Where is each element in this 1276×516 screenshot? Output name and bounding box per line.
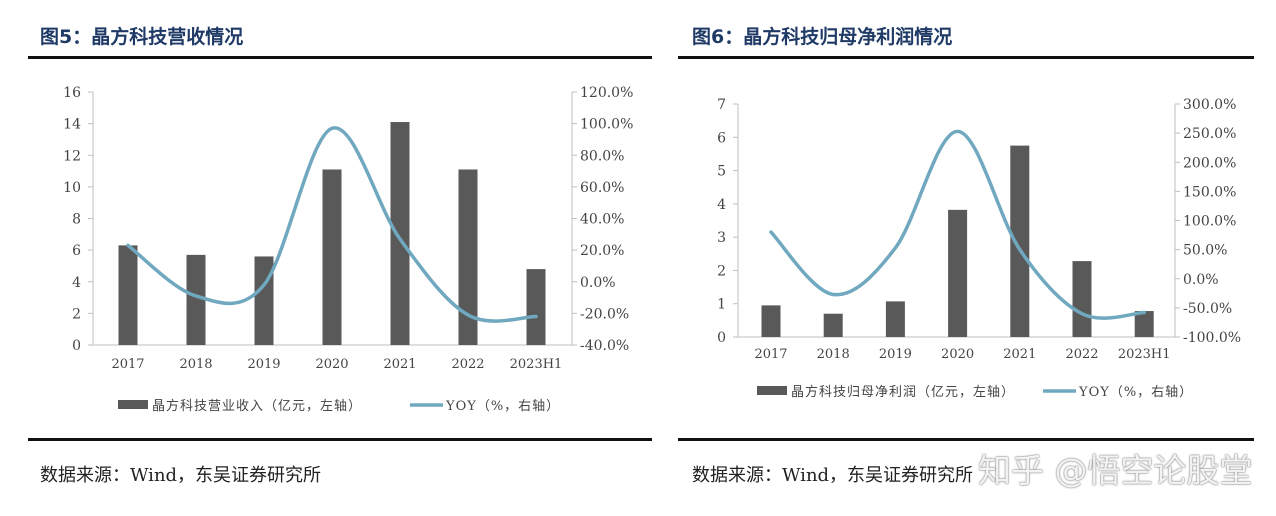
chart-2-legend-line-label: YOY（%，右轴）	[1078, 385, 1193, 400]
chart-2-right-tick-label: 50.0%	[1183, 243, 1227, 259]
chart-2-right-tick-label: -50.0%	[1183, 301, 1232, 317]
chart-1-bar	[118, 245, 138, 345]
chart-2-right-tick-label: 200.0%	[1183, 155, 1236, 171]
chart-1-x-tick-label: 2020	[315, 357, 348, 372]
chart-2-x-tick-label: 2023H1	[1118, 347, 1171, 362]
chart-2-left-tick-label: 7	[717, 97, 726, 113]
chart-2-left-tick-label: 4	[717, 197, 726, 213]
chart-2-x-tick-label: 2022	[1065, 347, 1098, 362]
chart-2-bar	[1072, 261, 1092, 337]
chart-2-x-tick-label: 2020	[941, 347, 974, 362]
chart-2-left-tick-label: 0	[717, 330, 726, 346]
chart-2-left-tick-label: 5	[717, 164, 726, 180]
chart-1-left-tick-label: 0	[72, 338, 81, 354]
chart-1-bar	[322, 169, 342, 345]
chart-1-right-tick-label: 40.0%	[580, 212, 624, 228]
chart-1-x-tick-label: 2023H1	[510, 357, 563, 372]
chart-1-right-tick-label: 100.0%	[580, 117, 633, 133]
chart-1-bar	[458, 169, 478, 345]
chart-1-right-tick-label: -40.0%	[580, 338, 629, 354]
chart-1-right-tick-label: -20.0%	[580, 306, 629, 322]
chart-2-bar	[885, 301, 905, 337]
chart-2-bar	[823, 313, 843, 337]
chart-1-bar	[254, 256, 274, 345]
chart-1-x-tick-label: 2021	[383, 357, 416, 372]
chart-1-left-tick-label: 8	[72, 212, 81, 228]
chart-2-title: 图6：晶方科技归母净利润情况	[692, 26, 953, 48]
chart-2-source: 数据来源：Wind，东吴证券研究所	[692, 465, 974, 486]
chart-2-left-tick-label: 2	[717, 263, 726, 279]
chart-2-legend-bar-label: 晶方科技归母净利润（亿元，左轴）	[791, 384, 1015, 400]
chart-1-left-tick-label: 2	[72, 306, 81, 322]
chart-1-top-rule	[28, 56, 652, 59]
chart-1-left-tick-label: 4	[72, 275, 81, 291]
chart-1-x-tick-label: 2019	[247, 357, 280, 372]
chart-2-left-tick-label: 1	[717, 297, 726, 313]
chart-1-x-tick-label: 2017	[111, 357, 144, 372]
chart-1-x-tick-label: 2022	[451, 357, 484, 372]
chart-2-bar	[761, 305, 781, 337]
chart-2-x-tick-label: 2017	[754, 347, 787, 362]
chart-1-left-tick-label: 14	[63, 117, 81, 133]
chart-2-right-tick-label: 250.0%	[1183, 126, 1236, 142]
chart-2-bottom-rule	[678, 438, 1254, 441]
chart-2-right-tick-label: 150.0%	[1183, 184, 1236, 200]
chart-1-legend-line-label: YOY（%，右轴）	[445, 399, 560, 414]
chart-1-source: 数据来源：Wind，东吴证券研究所	[40, 465, 322, 486]
chart-1-legend-bar-label: 晶方科技营业收入（亿元，左轴）	[152, 398, 362, 414]
chart-1-bar	[526, 269, 546, 345]
chart-1-right-tick-label: 60.0%	[580, 180, 624, 196]
chart-1-left-tick-label: 6	[72, 243, 81, 259]
chart-2-bar	[1134, 311, 1154, 337]
chart-1-left-tick-label: 10	[63, 180, 81, 196]
chart-2-top-rule	[678, 56, 1254, 59]
chart-2-right-tick-label: 300.0%	[1183, 97, 1236, 113]
chart-1-title: 图5：晶方科技营收情况	[40, 26, 244, 48]
chart-1-left-tick-label: 12	[63, 148, 81, 164]
chart-2-right-tick-label: 100.0%	[1183, 214, 1236, 230]
chart-1-bottom-rule	[28, 438, 652, 441]
chart-2-left-tick-label: 3	[717, 230, 726, 246]
chart-1-right-tick-label: 120.0%	[580, 85, 633, 101]
chart-1-legend-bar-swatch	[118, 400, 148, 409]
chart-1-right-tick-label: 0.0%	[580, 275, 616, 291]
chart-2-legend-bar-swatch	[757, 386, 787, 395]
chart-2-right-tick-label: -100.0%	[1183, 330, 1241, 346]
chart-2-bar	[948, 209, 968, 337]
chart-1-bar	[186, 254, 206, 345]
chart-2-x-tick-label: 2019	[879, 347, 912, 362]
chart-1-x-tick-label: 2018	[179, 357, 212, 372]
chart-1-right-tick-label: 20.0%	[580, 243, 624, 259]
chart-2-bar	[1010, 145, 1030, 337]
chart-1-bar	[390, 122, 410, 345]
chart-2-x-tick-label: 2021	[1003, 347, 1036, 362]
chart-2-left-tick-label: 6	[717, 130, 726, 146]
watermark: 知乎 @悟空论股堂	[978, 451, 1253, 490]
chart-2-x-tick-label: 2018	[817, 347, 850, 362]
chart-2-right-tick-label: 0.0%	[1183, 272, 1219, 288]
chart-1-right-tick-label: 80.0%	[580, 148, 624, 164]
chart-1-left-tick-label: 16	[63, 85, 81, 101]
